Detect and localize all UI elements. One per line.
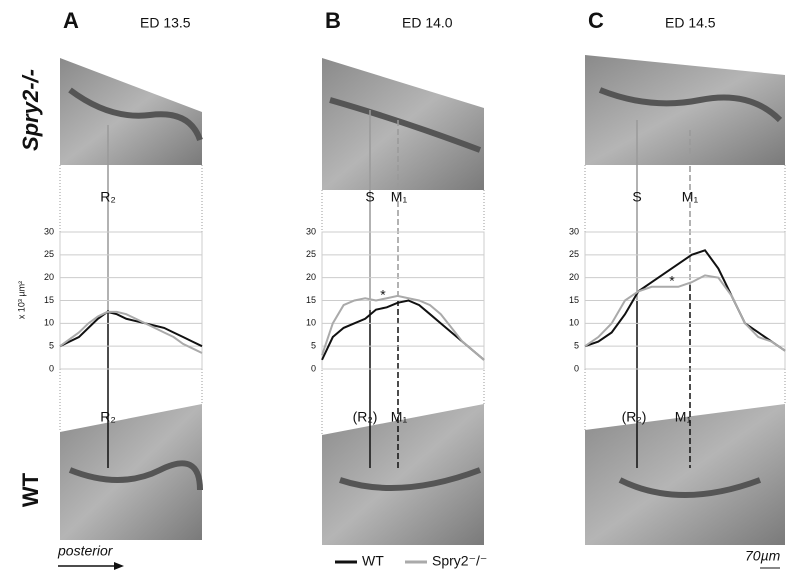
series-line bbox=[59, 310, 203, 348]
row-label: Spry2-/- bbox=[18, 69, 43, 151]
annotation: S bbox=[632, 189, 641, 205]
annotation: S bbox=[365, 189, 374, 205]
plot-frame bbox=[59, 231, 203, 370]
y-tick-label: 25 bbox=[569, 249, 579, 259]
y-tick-label: 30 bbox=[44, 226, 54, 236]
y-tick-label: 30 bbox=[306, 226, 316, 236]
scale-label: 70µm bbox=[745, 548, 781, 564]
series-line bbox=[584, 274, 786, 352]
panel-label: A bbox=[63, 8, 79, 33]
y-tick-label: 25 bbox=[306, 249, 316, 259]
row-label: WT bbox=[18, 472, 43, 507]
annotation: M₁ bbox=[391, 409, 408, 425]
panel-title: ED 13.5 bbox=[140, 15, 191, 31]
annotation: * bbox=[380, 287, 386, 303]
y-tick-label: 0 bbox=[49, 363, 54, 373]
y-tick-label: 15 bbox=[306, 295, 316, 305]
y-tick-label: 15 bbox=[44, 295, 54, 305]
y-tick-label: 5 bbox=[49, 341, 54, 351]
images bbox=[60, 55, 785, 545]
y-tick-label: 20 bbox=[306, 272, 316, 282]
y-tick-label: 30 bbox=[569, 226, 579, 236]
y-tick-label: 15 bbox=[569, 295, 579, 305]
y-tick-label: 10 bbox=[569, 318, 579, 328]
plot-frame bbox=[584, 231, 786, 370]
y-tick-label: 10 bbox=[306, 318, 316, 328]
y-axis-label: x 10³ µm² bbox=[16, 281, 26, 319]
annotation: R₂ bbox=[100, 409, 116, 425]
legend-label: Spry2⁻/⁻ bbox=[432, 553, 487, 569]
legend-label: WT bbox=[362, 553, 384, 569]
panel-title: ED 14.0 bbox=[402, 15, 453, 31]
series-line bbox=[321, 294, 485, 361]
y-tick-label: 5 bbox=[574, 341, 579, 351]
y-tick-label: 5 bbox=[311, 341, 316, 351]
y-tick-label: 0 bbox=[311, 363, 316, 373]
y-tick-label: 0 bbox=[574, 363, 579, 373]
series-line bbox=[59, 310, 203, 354]
direction-label: posterior bbox=[57, 543, 114, 559]
panel-label: C bbox=[588, 8, 604, 33]
annotation: (R₂) bbox=[622, 409, 647, 425]
y-tick-label: 25 bbox=[44, 249, 54, 259]
annotation: M₁ bbox=[682, 189, 699, 205]
y-tick-label: 20 bbox=[569, 272, 579, 282]
y-tick-label: 10 bbox=[44, 318, 54, 328]
annotation: M₁ bbox=[675, 409, 692, 425]
arrows bbox=[107, 110, 691, 468]
plot-frame bbox=[321, 231, 485, 370]
annotation: * bbox=[669, 273, 675, 289]
annotation: M₁ bbox=[391, 189, 408, 205]
annotation: (R₂) bbox=[353, 409, 378, 425]
series-line bbox=[584, 249, 786, 352]
panel-label: B bbox=[325, 8, 341, 33]
annotation: R₂ bbox=[100, 189, 116, 205]
panel-title: ED 14.5 bbox=[665, 15, 716, 31]
arrow-head bbox=[114, 562, 124, 570]
series-line bbox=[321, 299, 485, 361]
y-tick-label: 20 bbox=[44, 272, 54, 282]
